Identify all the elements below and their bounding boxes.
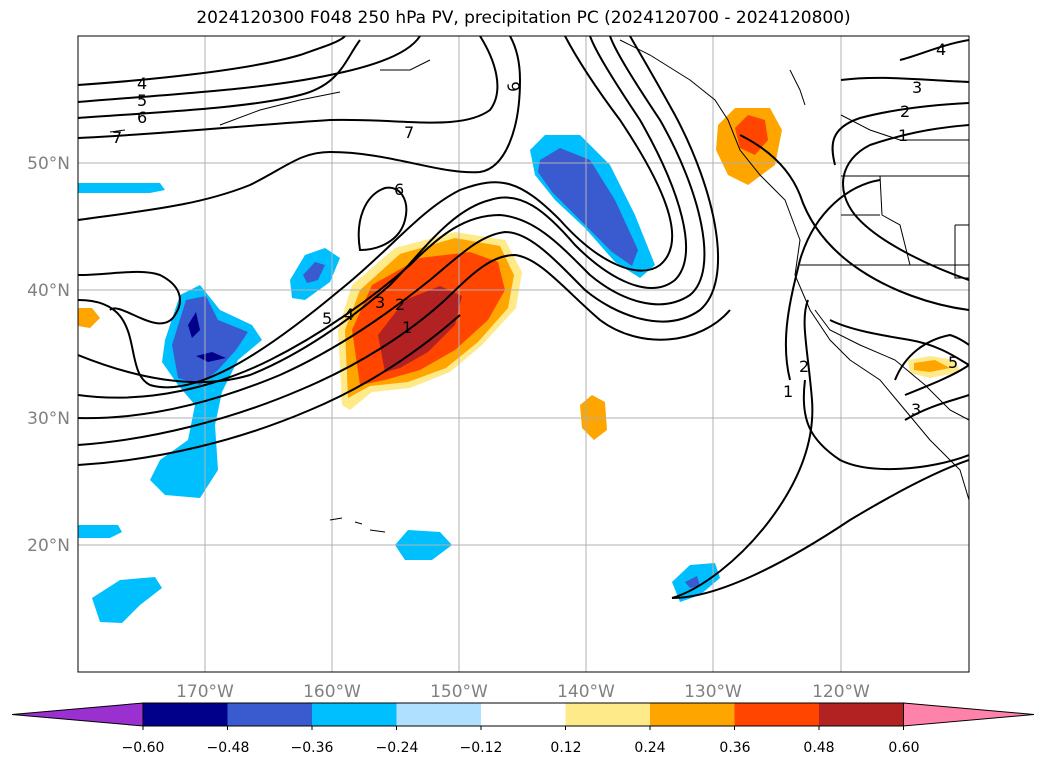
map-title: 2024120300 F048 250 hPa PV, precipitatio… <box>196 8 851 28</box>
coastlines <box>109 39 969 533</box>
lon-label-150w: 150°W <box>430 682 488 702</box>
contour-label: 6 <box>394 180 404 199</box>
colorbar-segment <box>143 703 228 726</box>
contour-label: 3 <box>375 293 385 312</box>
contour-label: 5 <box>137 91 147 110</box>
colorbar-segment <box>565 703 650 726</box>
contour-label: 3 <box>912 78 922 97</box>
precip-negative-region <box>685 576 700 588</box>
lat-label-30n: 30°N <box>27 409 70 429</box>
precip-positive-region <box>914 360 950 372</box>
contour-label: 4 <box>137 74 147 93</box>
lon-label-170w: 170°W <box>176 682 234 702</box>
contour-label: 1 <box>783 382 793 401</box>
contour-label: 2 <box>395 295 405 314</box>
lon-label-120w: 120°W <box>812 682 870 702</box>
lat-label-20n: 20°N <box>27 536 70 556</box>
precip-fills <box>78 108 960 623</box>
colorbar-segment <box>312 703 397 726</box>
colorbar <box>11 702 1035 730</box>
longitude-labels: 170°W 160°W 150°W 140°W 130°W 120°W <box>176 682 870 702</box>
contour-label: 2 <box>900 102 910 121</box>
contour-label: 1 <box>898 126 908 145</box>
precip-negative-region <box>188 312 226 362</box>
colorbar-frame <box>142 702 904 727</box>
colorbar-extend-low <box>11 702 144 727</box>
colorbar-tick-label: −0.24 <box>376 740 419 756</box>
map-area: 4 5 6 7 7 6 9 5 4 3 2 1 4 3 2 1 2 1 5 3 <box>78 36 969 672</box>
colorbar-tick-label: 0.12 <box>550 740 581 756</box>
colorbar-labels: −0.60 −0.48 −0.36 −0.24 −0.12 0.12 0.24 … <box>122 740 920 756</box>
colorbar-tick-label: −0.12 <box>460 740 503 756</box>
precip-positive-region <box>735 115 768 155</box>
colorbar-tick-label: 0.60 <box>888 740 919 756</box>
contour-labels: 4 5 6 7 7 6 9 5 4 3 2 1 4 3 2 1 2 1 5 3 <box>112 40 958 419</box>
precip-positive-region <box>78 308 100 328</box>
colorbar-tick-label: 0.24 <box>634 740 665 756</box>
colorbar-segment <box>819 703 904 726</box>
contour-label: 4 <box>936 40 946 59</box>
colorbar-tick-label: −0.48 <box>207 740 250 756</box>
colorbar-segment <box>396 703 481 726</box>
colorbar-tick-label: −0.60 <box>122 740 165 756</box>
lon-label-160w: 160°W <box>303 682 361 702</box>
map-frame <box>77 35 970 673</box>
contour-label: 4 <box>344 305 354 324</box>
contour-label: 7 <box>112 128 122 147</box>
precip-negative-region <box>303 262 325 283</box>
contour-label: 3 <box>911 400 921 419</box>
colorbar-segment <box>227 703 312 726</box>
contour-label: 7 <box>404 123 414 142</box>
lon-label-140w: 140°W <box>557 682 615 702</box>
latitude-labels: 50°N 40°N 30°N 20°N <box>27 154 70 556</box>
contour-label: 6 <box>137 108 147 127</box>
colorbar-extend-high <box>903 702 1035 727</box>
colorbar-segment <box>734 703 819 726</box>
colorbar-segment <box>481 703 566 726</box>
precip-negative-region <box>172 296 248 385</box>
precip-negative-region <box>92 577 162 623</box>
gridlines <box>78 36 969 672</box>
precip-negative-region <box>78 525 122 538</box>
lon-label-130w: 130°W <box>684 682 742 702</box>
colorbar-segment <box>650 703 735 726</box>
contour-label: 9 <box>503 80 523 93</box>
precip-positive-region <box>378 286 462 372</box>
contour-label: 5 <box>322 309 332 328</box>
lat-label-50n: 50°N <box>27 154 70 174</box>
colorbar-tick-label: −0.36 <box>291 740 334 756</box>
lat-label-40n: 40°N <box>27 281 70 301</box>
contour-label: 5 <box>948 353 958 372</box>
colorbar-tick-label: 0.48 <box>803 740 834 756</box>
precip-negative-region <box>538 148 638 266</box>
pv-contours <box>78 36 969 599</box>
colorbar-tick-label: 0.36 <box>719 740 750 756</box>
contour-label: 2 <box>799 357 809 376</box>
precip-negative-region <box>78 183 165 193</box>
contour-label: 1 <box>402 318 412 337</box>
